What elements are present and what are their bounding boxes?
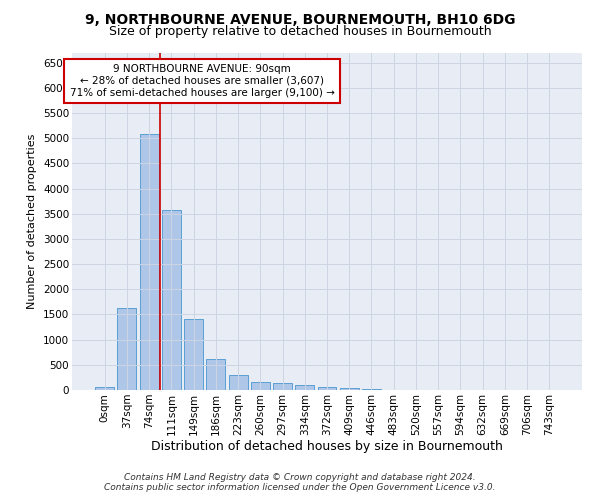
Text: Size of property relative to detached houses in Bournemouth: Size of property relative to detached ho… xyxy=(109,25,491,38)
Bar xyxy=(295,385,314,390)
Text: 9, NORTHBOURNE AVENUE, BOURNEMOUTH, BH10 6DG: 9, NORTHBOURNE AVENUE, BOURNEMOUTH, BH10… xyxy=(85,12,515,26)
Bar xyxy=(140,134,158,390)
Bar xyxy=(340,388,359,390)
X-axis label: Distribution of detached houses by size in Bournemouth: Distribution of detached houses by size … xyxy=(151,440,503,454)
Bar xyxy=(162,210,181,390)
Bar xyxy=(206,360,225,390)
Bar xyxy=(362,389,381,390)
Bar xyxy=(251,382,270,390)
Text: Contains HM Land Registry data © Crown copyright and database right 2024.
Contai: Contains HM Land Registry data © Crown c… xyxy=(104,473,496,492)
Bar xyxy=(273,384,292,390)
Bar xyxy=(118,308,136,390)
Bar xyxy=(95,387,114,390)
Bar xyxy=(317,387,337,390)
Y-axis label: Number of detached properties: Number of detached properties xyxy=(28,134,37,309)
Bar xyxy=(229,375,248,390)
Bar xyxy=(184,320,203,390)
Text: 9 NORTHBOURNE AVENUE: 90sqm
← 28% of detached houses are smaller (3,607)
71% of : 9 NORTHBOURNE AVENUE: 90sqm ← 28% of det… xyxy=(70,64,334,98)
